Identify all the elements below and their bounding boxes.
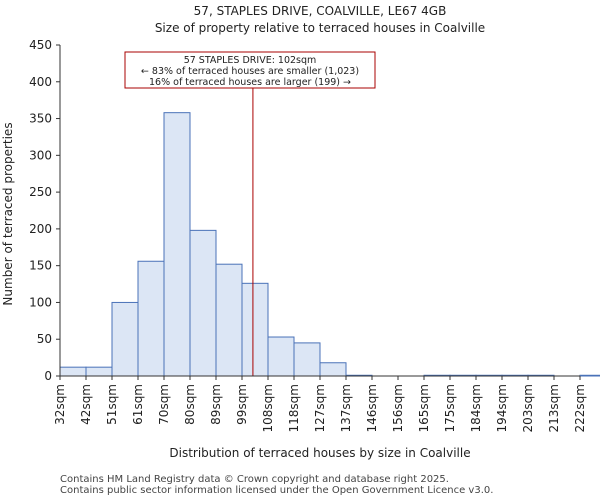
bar-118sqm (293, 342, 321, 377)
x-tick-label: 99sqm (235, 384, 249, 425)
x-tick-label: 194sqm (495, 384, 509, 432)
y-tick-label: 350 (29, 112, 52, 126)
chart-title: 57, STAPLES DRIVE, COALVILLE, LE67 4GB (194, 4, 447, 18)
bar-222sqm (579, 374, 600, 377)
y-tick-label: 50 (37, 332, 52, 346)
y-tick-label: 100 (29, 295, 52, 309)
x-tick-label: 118sqm (287, 384, 301, 432)
y-tick-label: 450 (29, 38, 52, 52)
x-tick-label: 184sqm (469, 384, 483, 432)
bar-32sqm (59, 366, 87, 377)
annotation-border (124, 51, 376, 89)
bar-108sqm (267, 336, 295, 377)
x-tick-label: 203sqm (521, 384, 535, 432)
x-axis-label: Distribution of terraced houses by size … (169, 446, 470, 460)
x-tick-label: 175sqm (443, 384, 457, 432)
x-tick-label: 89sqm (209, 384, 223, 425)
bar-42sqm (85, 366, 113, 377)
chart-subtitle: Size of property relative to terraced ho… (155, 21, 485, 35)
x-tick-label: 108sqm (261, 384, 275, 432)
bars-group (59, 112, 600, 377)
x-tick-label: 51sqm (105, 384, 119, 425)
x-tick-label: 127sqm (313, 384, 327, 432)
x-tick-label: 213sqm (547, 384, 561, 432)
annotation-line-2: ← 83% of terraced houses are smaller (1,… (141, 66, 359, 77)
annotation-box: 57 STAPLES DRIVE: 102sqm ← 83% of terrac… (124, 51, 376, 89)
bar-99sqm (241, 282, 269, 377)
y-tick-label: 400 (29, 75, 52, 89)
x-tick-label: 165sqm (417, 384, 431, 432)
bar-80sqm (189, 229, 217, 377)
y-tick-label: 200 (29, 222, 52, 236)
x-tick-label: 156sqm (391, 384, 405, 432)
bar-51sqm (111, 301, 139, 377)
bar-127sqm (319, 362, 347, 377)
x-tick-label: 80sqm (183, 384, 197, 425)
y-tick-label: 150 (29, 259, 52, 273)
y-ticks-group: 0 50 100 150 200 250 300 350 400 450 (29, 38, 60, 383)
annotation-line-1: 57 STAPLES DRIVE: 102sqm (184, 55, 317, 66)
bar-89sqm (215, 263, 243, 377)
x-tick-label: 70sqm (157, 384, 171, 425)
footer-line-1: Contains HM Land Registry data © Crown c… (60, 474, 449, 485)
footer-line-2: Contains public sector information licen… (60, 485, 494, 496)
x-tick-label: 146sqm (365, 384, 379, 432)
x-tick-label: 42sqm (79, 384, 93, 425)
x-tick-label: 222sqm (573, 384, 587, 432)
x-tick-label: 137sqm (339, 384, 353, 432)
y-tick-label: 0 (44, 369, 52, 383)
y-tick-label: 250 (29, 185, 52, 199)
y-tick-label: 300 (29, 148, 52, 162)
footer-attribution: Contains HM Land Registry data © Crown c… (60, 474, 493, 496)
annotation-line-3: 16% of terraced houses are larger (199) … (149, 77, 351, 88)
bar-70sqm (163, 112, 191, 377)
y-axis-label: Number of terraced properties (1, 122, 15, 305)
x-tick-label: 61sqm (131, 384, 145, 425)
x-ticks-group: 32sqm 42sqm 51sqm 61sqm 70sqm 80sqm 89sqm 99sqm… (53, 376, 587, 432)
x-tick-label: 32sqm (53, 384, 67, 425)
bar-61sqm (137, 260, 165, 377)
